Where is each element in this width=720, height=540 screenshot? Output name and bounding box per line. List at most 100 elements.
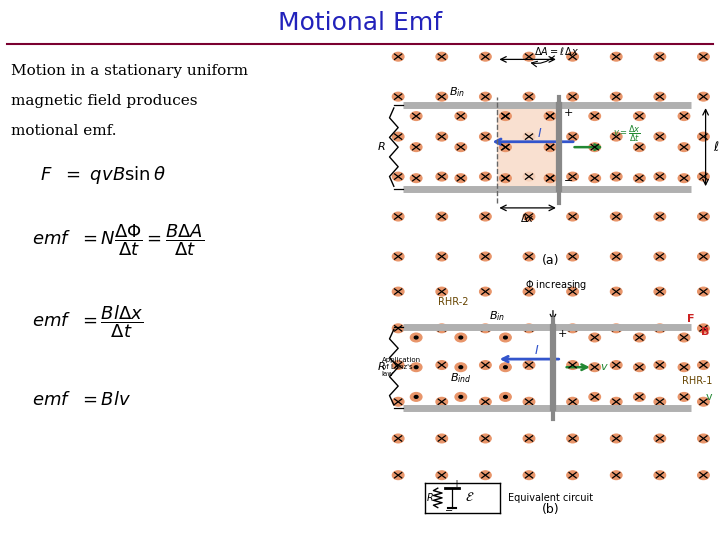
Circle shape [544, 143, 556, 151]
Circle shape [678, 143, 690, 151]
Circle shape [698, 397, 709, 406]
Text: −: − [444, 507, 453, 516]
Circle shape [544, 174, 556, 183]
Bar [403, 105, 691, 189]
Circle shape [654, 324, 665, 333]
Text: +: + [564, 108, 573, 118]
Circle shape [523, 361, 535, 369]
Circle shape [698, 287, 709, 296]
Circle shape [392, 52, 404, 61]
Circle shape [567, 172, 578, 181]
Circle shape [567, 361, 578, 369]
Circle shape [480, 324, 491, 333]
Text: $emf\ \ = N\dfrac{\Delta\Phi}{\Delta t} = \dfrac{B\Delta A}{\Delta t}$: $emf\ \ = N\dfrac{\Delta\Phi}{\Delta t} … [32, 222, 204, 258]
Circle shape [654, 212, 665, 221]
Text: F: F [688, 314, 695, 323]
Text: $\Delta x$: $\Delta x$ [521, 212, 535, 224]
Circle shape [654, 52, 665, 61]
Circle shape [523, 252, 535, 261]
Text: R: R [427, 493, 434, 503]
Circle shape [480, 252, 491, 261]
Bar [403, 327, 691, 408]
Circle shape [654, 172, 665, 181]
Circle shape [500, 333, 511, 342]
Text: $\Delta A = \ell\,\Delta x$: $\Delta A = \ell\,\Delta x$ [534, 45, 579, 57]
Circle shape [544, 143, 556, 151]
Circle shape [589, 143, 600, 151]
Text: v: v [706, 392, 713, 402]
Circle shape [567, 324, 578, 333]
Circle shape [436, 361, 448, 369]
Circle shape [698, 324, 709, 333]
Circle shape [611, 212, 622, 221]
Circle shape [392, 287, 404, 296]
Circle shape [678, 333, 690, 342]
Circle shape [436, 434, 448, 443]
Circle shape [654, 397, 665, 406]
Text: Equivalent circuit: Equivalent circuit [508, 493, 593, 503]
Circle shape [436, 287, 448, 296]
Circle shape [480, 434, 491, 443]
Circle shape [455, 363, 467, 372]
Circle shape [392, 252, 404, 261]
Text: $F\ \ =\ qvB\sin\theta$: $F\ \ =\ qvB\sin\theta$ [40, 165, 166, 186]
Text: (b): (b) [542, 503, 559, 516]
Text: $B_{ind}$: $B_{ind}$ [450, 371, 472, 385]
Circle shape [523, 471, 535, 480]
Circle shape [634, 143, 645, 151]
Circle shape [698, 361, 709, 369]
Text: v: v [600, 362, 606, 372]
Circle shape [503, 395, 508, 399]
Circle shape [414, 336, 418, 339]
Circle shape [480, 287, 491, 296]
Circle shape [654, 132, 665, 141]
Circle shape [500, 363, 511, 372]
Text: Motional Emf: Motional Emf [278, 11, 442, 35]
Circle shape [436, 212, 448, 221]
Circle shape [480, 212, 491, 221]
Circle shape [436, 324, 448, 333]
Circle shape [634, 333, 645, 342]
Circle shape [611, 397, 622, 406]
Circle shape [654, 434, 665, 443]
Circle shape [436, 397, 448, 406]
Circle shape [500, 174, 511, 183]
Circle shape [567, 132, 578, 141]
Text: $\ell$: $\ell$ [713, 140, 719, 154]
Circle shape [392, 172, 404, 181]
Circle shape [500, 112, 511, 120]
Circle shape [634, 112, 645, 120]
Circle shape [523, 212, 535, 221]
Circle shape [654, 252, 665, 261]
Circle shape [480, 132, 491, 141]
Circle shape [611, 52, 622, 61]
Circle shape [410, 393, 422, 401]
Circle shape [698, 212, 709, 221]
Circle shape [410, 174, 422, 183]
Text: $emf\ \ = Blv$: $emf\ \ = Blv$ [32, 390, 131, 409]
Circle shape [500, 393, 511, 401]
Circle shape [436, 471, 448, 480]
Text: I: I [534, 345, 539, 357]
Circle shape [455, 174, 467, 183]
Circle shape [480, 172, 491, 181]
Circle shape [436, 252, 448, 261]
Circle shape [410, 333, 422, 342]
Circle shape [459, 395, 463, 399]
Text: $\Phi$ increasing: $\Phi$ increasing [526, 278, 588, 292]
Circle shape [611, 92, 622, 101]
Text: Motion in a stationary uniform: Motion in a stationary uniform [11, 64, 248, 78]
Circle shape [698, 52, 709, 61]
Circle shape [455, 333, 467, 342]
Circle shape [480, 397, 491, 406]
Circle shape [567, 434, 578, 443]
Circle shape [436, 172, 448, 181]
Text: $B_{in}$: $B_{in}$ [449, 85, 465, 99]
Circle shape [698, 132, 709, 141]
Circle shape [410, 143, 422, 151]
Circle shape [678, 112, 690, 120]
Circle shape [523, 92, 535, 101]
Circle shape [611, 287, 622, 296]
Circle shape [414, 366, 418, 369]
Circle shape [654, 471, 665, 480]
